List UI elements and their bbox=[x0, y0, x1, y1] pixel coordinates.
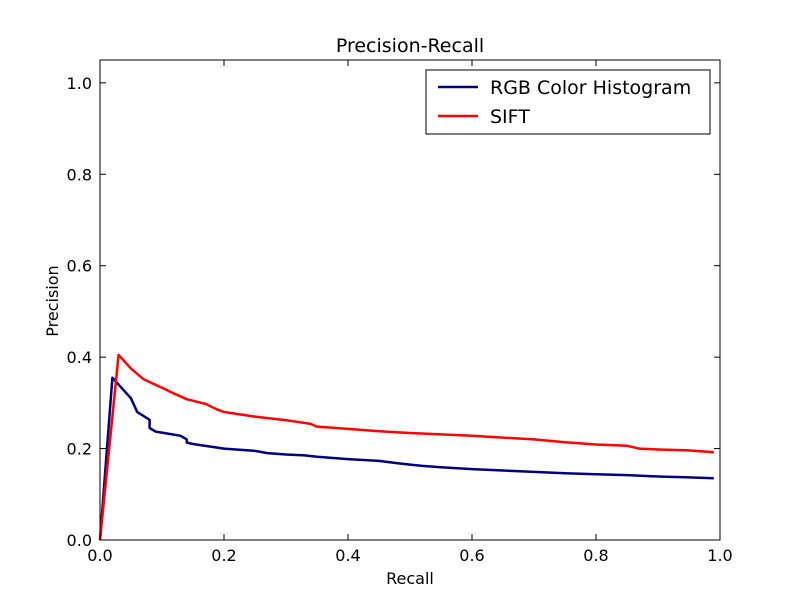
series-line-0 bbox=[98, 376, 714, 541]
y-tick-label: 0.0 bbox=[67, 531, 92, 550]
y-tick-label: 0.6 bbox=[67, 257, 92, 276]
legend-label-0: RGB Color Histogram bbox=[490, 77, 691, 99]
x-tick-label: 0.8 bbox=[583, 546, 608, 565]
legend-box bbox=[425, 69, 711, 135]
y-tick-label: 0.4 bbox=[67, 348, 92, 367]
x-tick-label: 0.6 bbox=[459, 546, 484, 565]
chart-title: Precision-Recall bbox=[336, 35, 484, 57]
axis-ticks: 0.0 0.2 0.4 0.6 0.8 1.0 0.0 0.2 0.4 0.6 0.8 1.0 bbox=[67, 60, 733, 565]
x-axis-label: Recall bbox=[386, 569, 434, 588]
y-tick-label: 0.8 bbox=[67, 165, 92, 184]
plot-frame bbox=[99, 59, 721, 541]
x-tick-label: 0.2 bbox=[211, 546, 236, 565]
y-tick-label: 1.0 bbox=[67, 74, 92, 93]
x-tick-label: 0.0 bbox=[87, 546, 112, 565]
plot-area bbox=[98, 59, 721, 541]
x-tick-label: 1.0 bbox=[707, 546, 732, 565]
series-line-1 bbox=[98, 353, 714, 541]
y-tick-label: 0.2 bbox=[67, 440, 92, 459]
x-tick-label: 0.4 bbox=[335, 546, 360, 565]
legend-label-1: SIFT bbox=[490, 106, 530, 128]
legend: RGB Color Histogram SIFT bbox=[425, 69, 711, 135]
y-axis-label: Precision bbox=[43, 265, 62, 336]
